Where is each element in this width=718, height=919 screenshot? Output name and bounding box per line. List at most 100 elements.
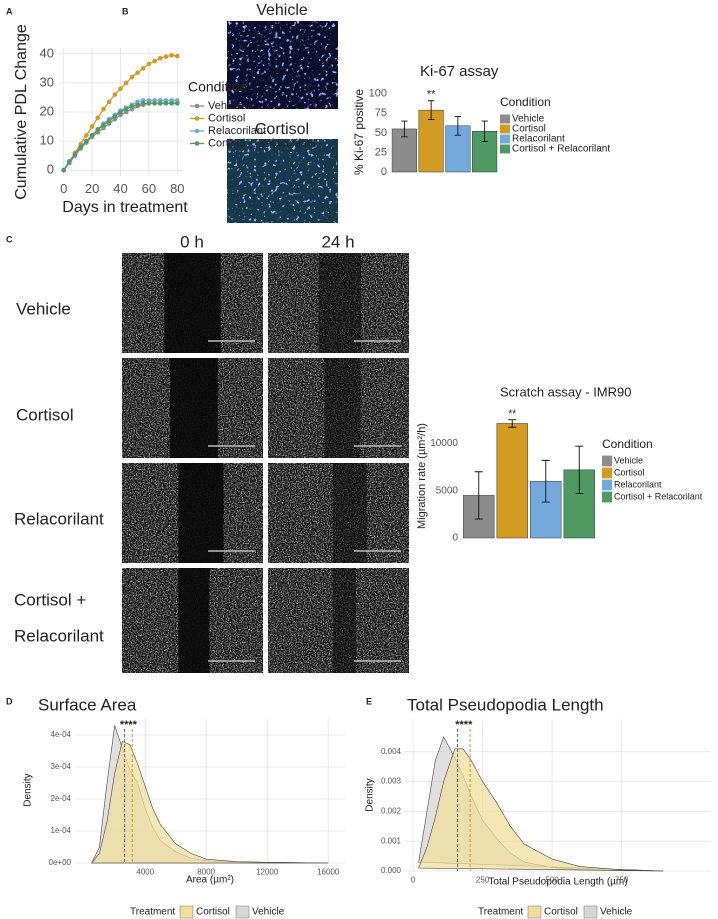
error-bar xyxy=(474,471,483,520)
data-point xyxy=(89,124,95,129)
data-point xyxy=(72,151,78,157)
y-tick-label: 1e-04 xyxy=(51,826,72,835)
x-tick-label: 80 xyxy=(170,181,184,196)
data-point xyxy=(118,109,123,115)
legend-label: Relacorilant xyxy=(614,479,662,489)
data-point xyxy=(84,138,89,144)
legend-swatch xyxy=(602,479,612,491)
data-point xyxy=(157,100,163,106)
scratch-gap xyxy=(332,463,367,563)
data-point xyxy=(112,92,118,97)
x-axis-label: Total Pseudopodia Length (µm) xyxy=(488,877,627,888)
legend-swatch-point xyxy=(194,128,200,134)
legend-label: Relacorilant xyxy=(512,134,565,145)
data-point xyxy=(112,114,118,119)
x-axis-label: Area (µm²) xyxy=(186,875,234,886)
legend-swatch-point xyxy=(194,141,200,146)
legend-swatch xyxy=(500,144,510,154)
panel-letter: B xyxy=(122,6,129,16)
scratch-gap xyxy=(324,358,361,458)
y-axis-label: Cumulative PDL Change xyxy=(13,24,30,200)
y-axis-label: % Ki-67 positive xyxy=(352,89,366,175)
row-label: Cortisol + xyxy=(14,590,86,609)
microscopy-image-cells xyxy=(227,139,338,223)
chart-title: Scratch assay - IMR90 xyxy=(500,384,632,399)
y-tick-label: 0.000 xyxy=(381,866,402,875)
legend-label: Relacorilant xyxy=(208,125,266,137)
error-bar xyxy=(508,419,517,428)
column-label: 0 h xyxy=(180,232,204,251)
y-tick-label: 0e+00 xyxy=(49,858,72,867)
legend-label: Cortisol xyxy=(196,907,230,918)
y-tick-label: 0 xyxy=(47,162,54,177)
legend-label: Vehicle xyxy=(208,100,243,112)
legend-title: Condition xyxy=(500,95,551,109)
row-label: Relacorilant xyxy=(14,509,104,528)
density-area xyxy=(91,740,329,864)
significance-annotation: **** xyxy=(455,719,473,731)
x-axis-label: Days in treatment xyxy=(62,199,188,216)
row-label: Relacorilant xyxy=(14,626,104,645)
image-label: Cortisol xyxy=(255,121,309,138)
y-tick-label: 50 xyxy=(375,127,387,139)
legend-label: Cortisol xyxy=(614,467,645,477)
y-tick-label: 100 xyxy=(369,88,387,100)
row-label: Vehicle xyxy=(16,299,71,318)
data-point xyxy=(118,86,123,92)
data-point xyxy=(140,100,146,106)
x-tick-label: 250 xyxy=(476,875,490,884)
data-point xyxy=(140,66,146,71)
y-tick-label: 10000 xyxy=(430,438,458,449)
data-point xyxy=(123,80,129,86)
data-point xyxy=(163,100,169,106)
legend-swatch xyxy=(602,455,612,467)
legend-label: Vehicle xyxy=(600,907,633,918)
legend-label: Cortisol + Relacorilant xyxy=(614,491,703,501)
bar xyxy=(391,128,417,173)
y-tick-label: 0.001 xyxy=(381,836,402,845)
data-point xyxy=(123,106,129,112)
panel-letter: C xyxy=(6,234,13,244)
scratch-gap xyxy=(318,253,362,353)
data-point xyxy=(106,118,112,124)
scratch-gap xyxy=(178,463,224,563)
legend-swatch xyxy=(527,905,542,919)
legend-swatch xyxy=(583,905,598,919)
legend-label: Cortisol + Relacorilant xyxy=(208,137,316,149)
data-point xyxy=(129,74,135,80)
data-point xyxy=(163,54,169,60)
x-tick-label: 40 xyxy=(113,181,127,196)
data-point xyxy=(67,159,72,164)
y-tick-label: 4e-04 xyxy=(51,730,72,739)
legend-label: Vehicle xyxy=(252,907,285,918)
error-bar xyxy=(427,100,435,120)
y-tick-label: 20 xyxy=(40,103,54,118)
significance-annotation: **** xyxy=(120,719,138,731)
data-point xyxy=(175,53,180,59)
x-tick-label: 750 xyxy=(615,875,629,884)
legend-swatch xyxy=(500,124,510,134)
legend-title: Treatment xyxy=(478,907,523,918)
error-bar xyxy=(481,120,488,142)
scratch-images xyxy=(122,253,409,673)
column-label: 24 h xyxy=(321,232,354,251)
data-point xyxy=(146,100,152,106)
error-bar xyxy=(401,120,408,138)
error-bar xyxy=(541,459,550,503)
y-tick-label: 0 xyxy=(452,533,458,544)
x-tick-label: 500 xyxy=(545,875,559,884)
y-tick-label: 40 xyxy=(40,45,54,60)
x-tick-label: 0 xyxy=(411,875,416,884)
data-point xyxy=(135,70,140,76)
y-tick-label: 75 xyxy=(375,107,387,119)
legend-label: Cortisol xyxy=(544,907,578,918)
legend-swatch-point xyxy=(194,103,200,109)
error-bar xyxy=(454,115,462,136)
data-point xyxy=(84,132,89,138)
chart-title: Total Pseudopodia Length xyxy=(407,695,604,714)
bar xyxy=(496,423,528,539)
data-point xyxy=(95,115,101,121)
legend-label: Cortisol xyxy=(512,124,546,135)
data-point xyxy=(61,167,66,173)
